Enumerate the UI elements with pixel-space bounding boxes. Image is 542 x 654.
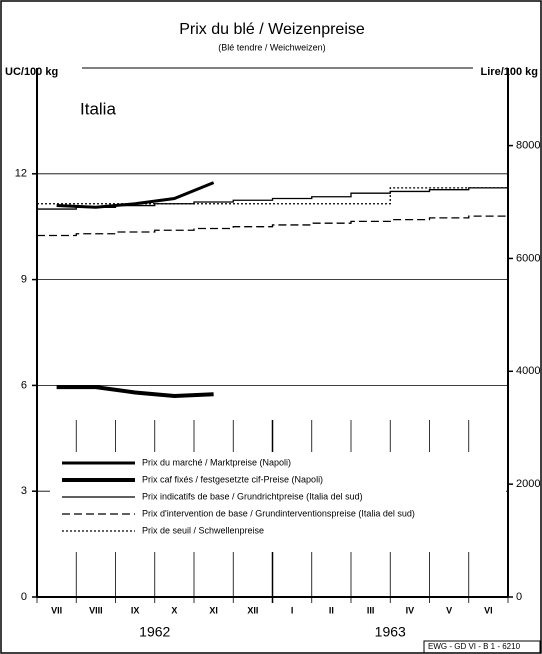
x-tick-label: VIII xyxy=(89,605,103,615)
y-tick-label: 0 xyxy=(21,591,27,603)
legend-box xyxy=(50,452,506,552)
legend-label: Prix de seuil / Schwellenpreise xyxy=(142,525,264,535)
x-tick-label: II xyxy=(329,605,334,615)
series-line xyxy=(37,187,508,205)
series-line xyxy=(37,215,508,237)
chart-subtitle: (Blé tendre / Weichweizen) xyxy=(218,42,325,52)
legend-label: Prix du marché / Marktpreise (Napoli) xyxy=(142,457,291,467)
x-tick-label: VII xyxy=(51,605,62,615)
y2-tick-label: 0 xyxy=(516,591,522,603)
legend-label: Prix d'intervention de base / Grundinter… xyxy=(142,508,415,518)
x-tick-label: VI xyxy=(484,605,493,615)
chart-title: Prix du blé / Weizenpreise xyxy=(179,21,365,38)
x-tick-label: IV xyxy=(406,605,415,615)
x-tick-label: I xyxy=(291,605,294,615)
footer: EWG - GD VI - B 1 - 6210 xyxy=(428,642,521,651)
x-tick-label: X xyxy=(171,605,177,615)
year-label: 1963 xyxy=(375,624,406,640)
y-tick-label: 9 xyxy=(21,274,27,286)
y-tick-label: 6 xyxy=(21,379,27,391)
y2-tick-label: 8000 xyxy=(516,139,540,151)
x-tick-label: V xyxy=(446,605,452,615)
y-tick-label: 12 xyxy=(15,168,27,180)
annotation: Italia xyxy=(80,99,116,118)
footer-box xyxy=(423,640,541,654)
legend-label: Prix caf fixés / festgesetzte cif-Preise… xyxy=(142,474,323,484)
y2-tick-label: 6000 xyxy=(516,252,540,264)
y-axis-label: UC/100 kg xyxy=(5,66,58,78)
y2-tick-label: 2000 xyxy=(516,478,540,490)
y2-axis-label: Lire/100 kg xyxy=(481,66,538,78)
y-tick-label: 3 xyxy=(21,485,27,497)
y2-tick-label: 4000 xyxy=(516,365,540,377)
x-tick-label: XI xyxy=(209,605,218,615)
x-tick-label: XII xyxy=(247,605,258,615)
x-tick-label: III xyxy=(367,605,375,615)
x-tick-label: IX xyxy=(131,605,140,615)
series-line xyxy=(56,385,214,398)
series-line xyxy=(37,187,508,210)
legend-label: Prix indicatifs de base / Grundrichtprei… xyxy=(142,491,363,501)
year-label: 1962 xyxy=(139,624,170,640)
